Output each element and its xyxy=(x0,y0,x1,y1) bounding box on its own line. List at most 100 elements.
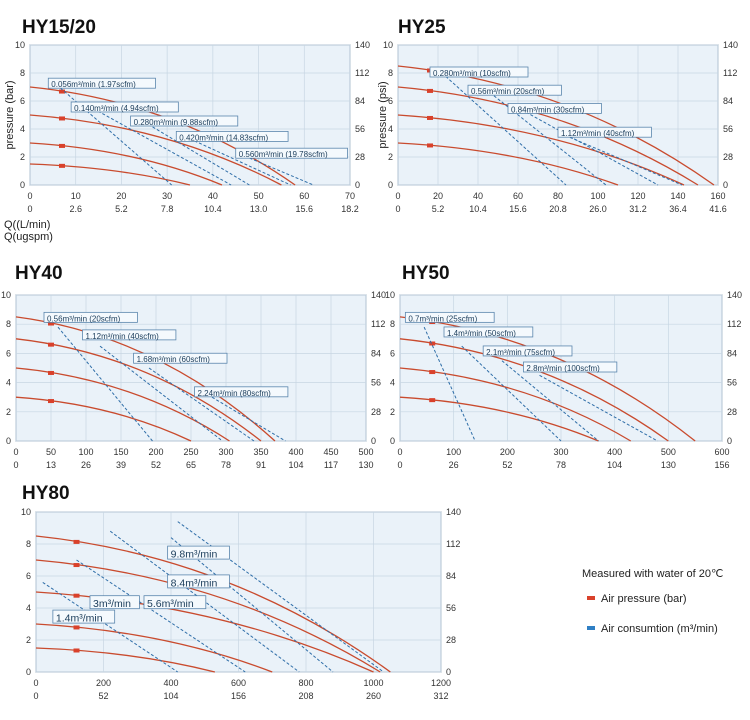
air-consumption-line xyxy=(211,396,286,442)
x2-tick-label: 2.6 xyxy=(69,204,82,214)
x2-tick-label: 78 xyxy=(221,460,231,470)
chart-0: HY15/20 0 2 4 6 8 10 0 28 56 84 112 140 0 10 20 30 40 50 60… xyxy=(4,17,370,243)
y-tick-label: 6 xyxy=(6,348,11,358)
air-consumption-label-box xyxy=(133,352,228,364)
air-consumption-label: 0.84m³/min (30scfm) xyxy=(511,105,585,114)
air-consumption-line xyxy=(52,81,173,186)
y-tick-label: 6 xyxy=(390,348,395,358)
air-consumption-label: 1.68m³/min (60scfm) xyxy=(137,355,211,364)
x2-tick-label: 26 xyxy=(81,460,91,470)
air-consumption-label-box xyxy=(82,329,177,341)
x-tick-label: 0 xyxy=(27,191,32,201)
x-tick-label: 600 xyxy=(231,678,246,688)
air-consumption-label-box xyxy=(429,66,529,78)
x-tick-label: 450 xyxy=(323,447,338,457)
x-tick-label: 250 xyxy=(183,447,198,457)
pressure-curve xyxy=(15,367,230,442)
x2-tick-label: 36.4 xyxy=(669,204,687,214)
y2-tick-label: 28 xyxy=(355,152,365,162)
air-consumption-label-box xyxy=(443,326,534,338)
x2-tick-label: 15.6 xyxy=(509,204,527,214)
x-tick-label: 200 xyxy=(96,678,111,688)
x2-tick-label: 260 xyxy=(366,691,381,701)
air-consumption-line xyxy=(76,559,246,673)
air-consumption-line xyxy=(180,134,291,186)
y-tick-label: 0 xyxy=(26,667,31,677)
x2-tick-label: 0 xyxy=(13,460,18,470)
pressure-marker xyxy=(48,342,54,347)
x2-tick-label: 26 xyxy=(449,460,459,470)
x-tick-label: 160 xyxy=(710,191,725,201)
x2-tick-label: 104 xyxy=(163,691,178,701)
legend-item-air-pressure: Air pressure (bar) xyxy=(601,593,687,605)
y2-tick-label: 56 xyxy=(355,124,365,134)
y-tick-label: 6 xyxy=(388,96,393,106)
chart-title: HY50 xyxy=(402,263,450,284)
y2-tick-label: 140 xyxy=(355,40,370,50)
x2-tick-label: 208 xyxy=(298,691,313,701)
air-consumption-line xyxy=(170,537,334,673)
pressure-marker xyxy=(59,163,65,168)
x-tick-label: 350 xyxy=(253,447,268,457)
pressure-marker xyxy=(59,89,65,94)
x2-tick-label: 52 xyxy=(98,691,108,701)
pressure-marker xyxy=(73,563,80,568)
x2-tick-label: 41.6 xyxy=(709,204,727,214)
air-consumption-label-box xyxy=(52,609,116,624)
air-consumption-label: 0.7m³/min (25scfm) xyxy=(408,314,477,323)
y2-tick-label: 28 xyxy=(446,635,456,645)
y-tick-label: 8 xyxy=(390,319,395,329)
air-consumption-label-box xyxy=(130,115,239,127)
y-tick-label: 10 xyxy=(21,507,31,517)
x2-tick-label: 104 xyxy=(607,460,622,470)
y2-tick-label: 84 xyxy=(371,348,381,358)
y-tick-label: 8 xyxy=(6,319,11,329)
air-consumption-label: 1.4m³/min (50scfm) xyxy=(447,329,516,338)
y2-tick-label: 84 xyxy=(727,348,737,358)
x-tick-label: 80 xyxy=(553,191,563,201)
x2-tick-label: 0 xyxy=(395,204,400,214)
x2-tick-label: 104 xyxy=(288,460,303,470)
pressure-marker xyxy=(73,539,80,544)
air-consumption-label-box xyxy=(70,101,179,113)
air-consumption-line xyxy=(423,326,476,442)
legend-item-air-consumption: Air consumtion (m³/min) xyxy=(601,623,718,635)
x-tick-label: 150 xyxy=(113,447,128,457)
air-consumption-label-box xyxy=(507,103,602,114)
y2-tick-label: 0 xyxy=(355,180,360,190)
air-consumption-label-box xyxy=(235,147,348,159)
x2-tick-label: 10.4 xyxy=(204,204,222,214)
plot-area xyxy=(29,44,351,186)
y2-tick-label: 28 xyxy=(723,152,733,162)
y-tick-label: 2 xyxy=(390,407,395,417)
y-tick-label: 0 xyxy=(390,436,395,446)
x2-tick-label: 13 xyxy=(46,460,56,470)
x2-tick-label: 5.2 xyxy=(115,204,128,214)
x2-tick-label: 52 xyxy=(502,460,512,470)
x-tick-label: 40 xyxy=(473,191,483,201)
x-tick-label: 50 xyxy=(254,191,264,201)
y-tick-label: 2 xyxy=(388,152,393,162)
x2-tick-label: 15.6 xyxy=(296,204,314,214)
pressure-marker xyxy=(429,341,436,346)
x-tick-label: 500 xyxy=(661,447,676,457)
pressure-curve xyxy=(29,163,191,186)
y2-tick-label: 140 xyxy=(727,290,742,300)
y-tick-label: 6 xyxy=(26,571,31,581)
x2-tick-label: 13.0 xyxy=(250,204,268,214)
y-tick-label: 4 xyxy=(390,378,395,388)
chart-title: HY40 xyxy=(15,263,63,284)
y2-tick-label: 112 xyxy=(371,319,385,329)
x2-tick-label: 20.8 xyxy=(549,204,567,214)
y-tick-label: 10 xyxy=(385,290,395,300)
x-tick-label: 0 xyxy=(33,678,38,688)
pressure-marker xyxy=(73,593,80,598)
air-consumption-label-box xyxy=(175,130,289,142)
air-consumption-label: 1.4m³/min xyxy=(56,613,103,625)
air-consumption-label: 0.560m³/min (19.78scfm) xyxy=(239,150,328,159)
chart-title: HY80 xyxy=(22,483,70,504)
legend-swatch-air-consumption xyxy=(587,626,595,630)
pressure-curve xyxy=(397,86,699,186)
